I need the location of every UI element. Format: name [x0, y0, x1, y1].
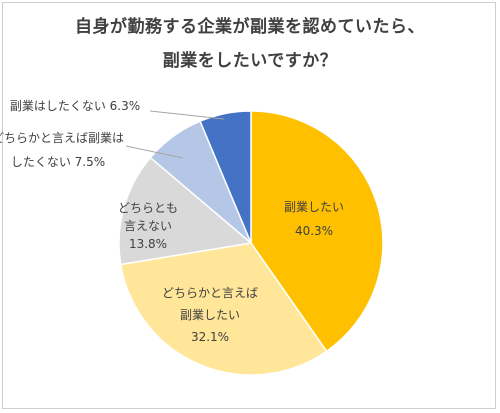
leader-line: [149, 110, 225, 120]
slice-label-text: どちらかと言えば副業は: [0, 131, 124, 145]
pie-slice: [250, 110, 384, 353]
slice-label-text: 言えない: [124, 219, 172, 233]
slice-label-text: どちらとも: [118, 201, 178, 215]
chart-title-line2: 副業をしたいですか？: [162, 51, 338, 71]
slice-value-text: 40.3%: [295, 224, 333, 238]
slice-label-text: 副業はしたくない 6.3%: [10, 99, 140, 113]
slice-label: 副業はしたくない 6.3%: [10, 99, 140, 113]
slice-label: 副業したい 40.3%: [284, 200, 344, 238]
chart-title-line1: 自身が勤務する企業が副業を認めていたら、: [75, 17, 425, 37]
slice-value-text: 13.8%: [129, 237, 167, 251]
slice-label-text: どちらかと言えば: [162, 286, 258, 300]
slice-label-text: したくない 7.5%: [11, 155, 105, 169]
pie-slice: [199, 110, 252, 244]
slice-value-text: 32.1%: [191, 330, 229, 344]
slice-label-text: 副業したい: [284, 200, 344, 214]
slice-label-text: 副業したい: [180, 308, 240, 322]
pie-slice: [119, 242, 328, 376]
leader-line: [125, 145, 184, 159]
pie-slice: [118, 156, 253, 266]
